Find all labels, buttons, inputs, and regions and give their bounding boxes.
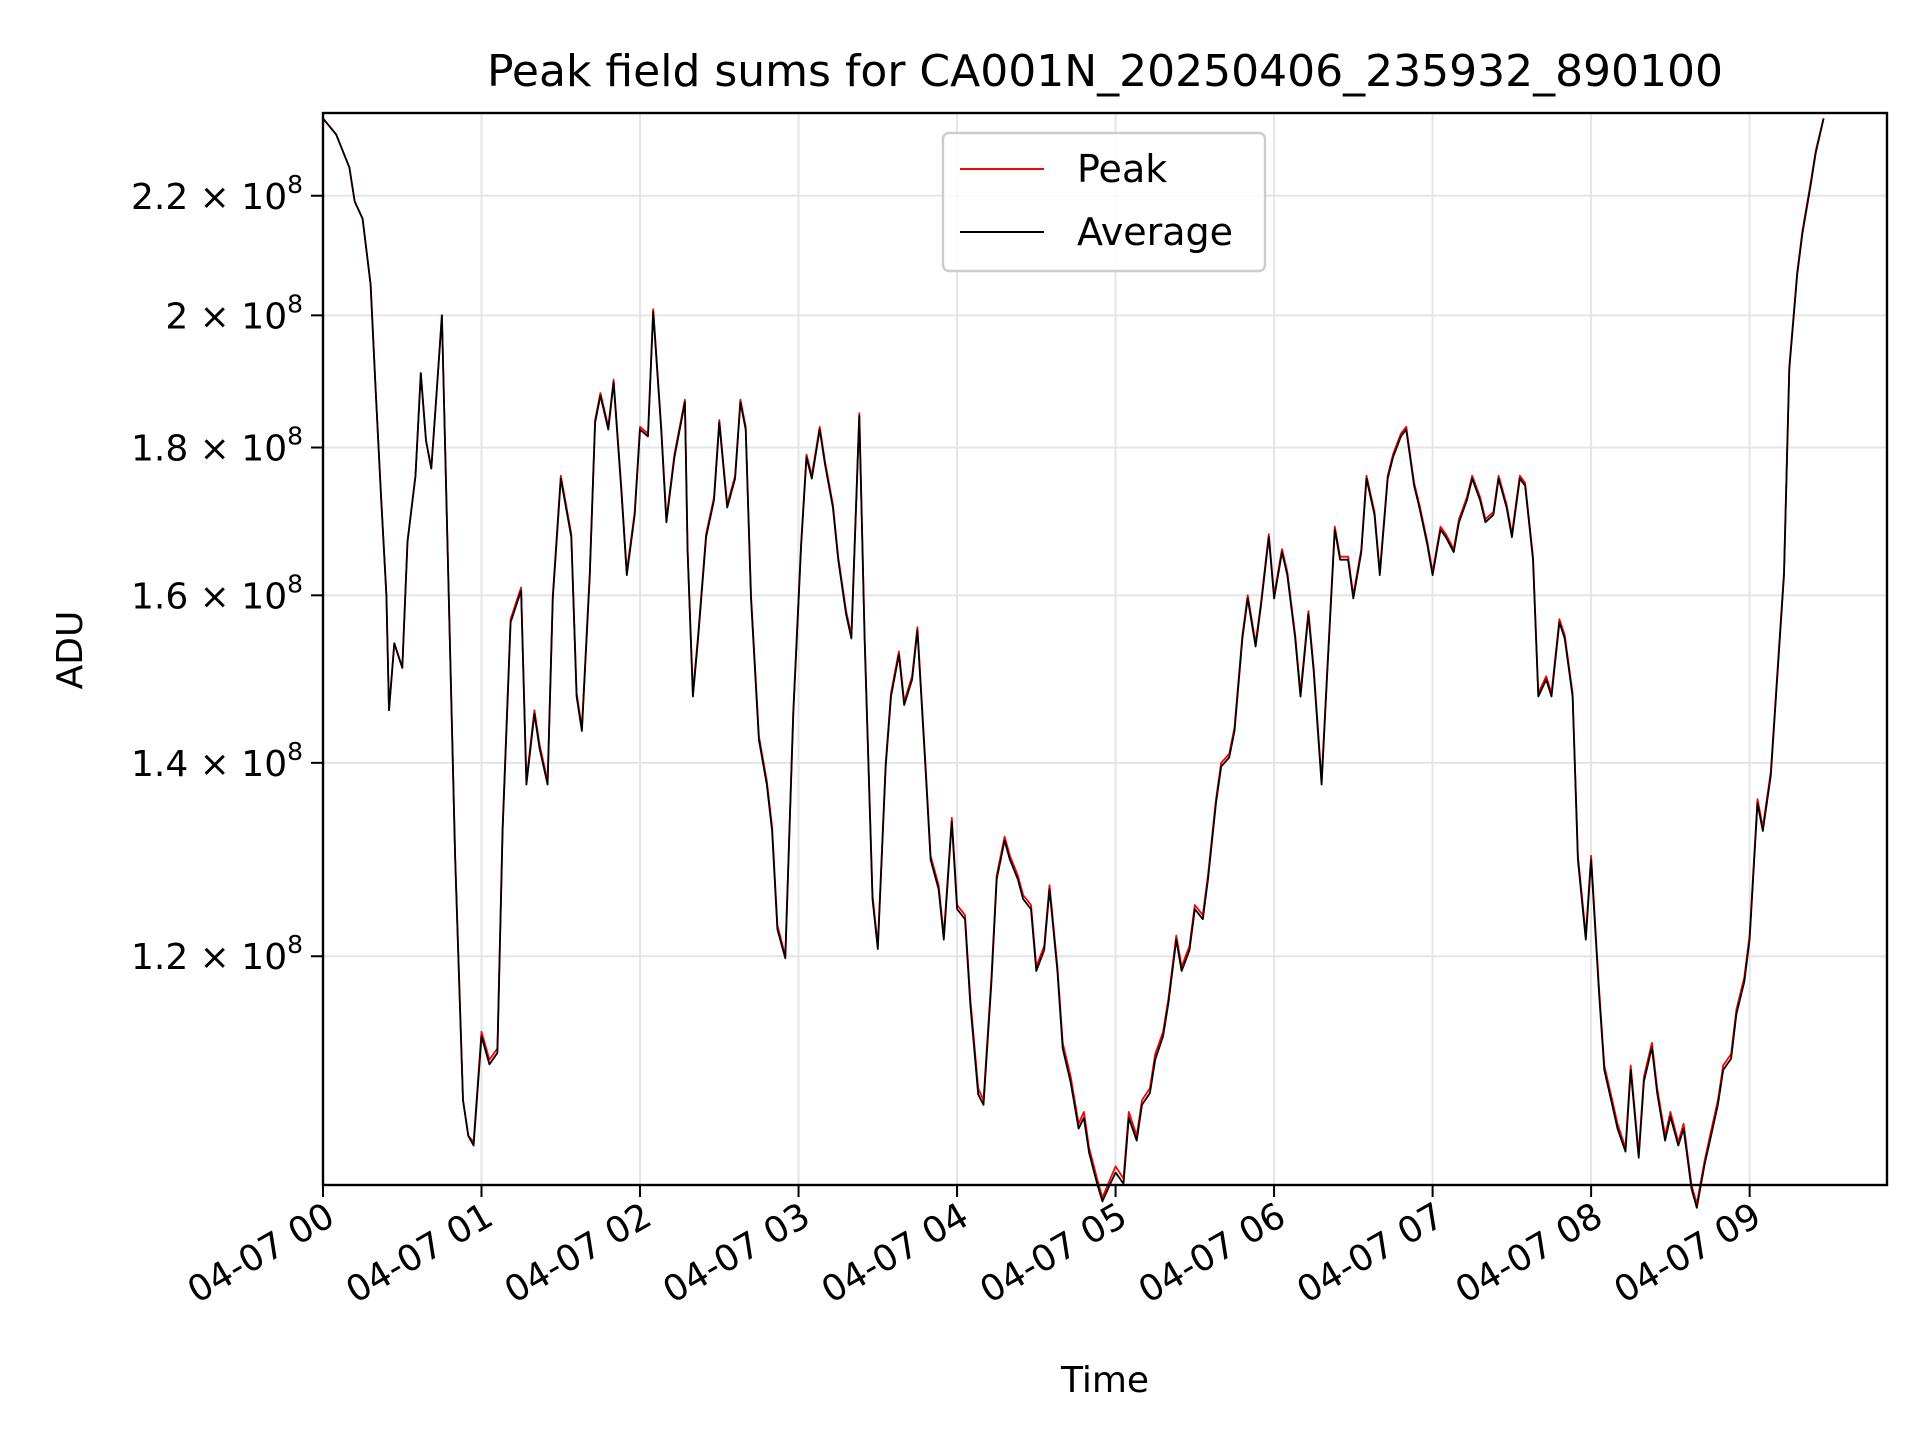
- y-tick-exponent: 8: [287, 170, 303, 199]
- y-tick-label: 1.2 × 108: [131, 930, 303, 978]
- y-tick-times-sign: × 10: [188, 429, 287, 470]
- y-tick-label: 1.8 × 108: [131, 422, 303, 470]
- plot-lines: [322, 117, 1825, 1209]
- y-tick-label: 2.2 × 108: [131, 170, 303, 218]
- y-tick-mantissa: 2.2: [131, 177, 188, 218]
- series-line-average: [322, 117, 1825, 1209]
- y-tick-mantissa: 1.4: [131, 744, 188, 785]
- y-tick-label: 1.4 × 108: [131, 737, 303, 785]
- y-tick-times-sign: × 10: [188, 744, 287, 785]
- y-tick-exponent: 8: [287, 930, 303, 959]
- y-tick-times-sign: × 10: [188, 296, 287, 337]
- legend: Peak Average: [941, 131, 1267, 273]
- chart-title: Peak field sums for CA001N_20250406_2359…: [487, 46, 1723, 97]
- x-axis-label: Time: [1060, 1360, 1149, 1401]
- y-tick-label: 1.6 × 108: [131, 569, 303, 617]
- y-tick-mantissa: 1.2: [131, 937, 188, 978]
- legend-peak-label: Peak: [1077, 147, 1167, 191]
- grid: [322, 113, 1887, 1185]
- y-tick-times-sign: × 10: [188, 177, 287, 218]
- y-tick-label: 2 × 108: [165, 289, 303, 337]
- legend-average-label: Average: [1077, 210, 1233, 254]
- y-tick-mantissa: 2: [165, 296, 188, 337]
- y-axis-label: ADU: [50, 611, 91, 690]
- y-tick-times-sign: × 10: [188, 937, 287, 978]
- plot-frame: [321, 111, 1889, 1187]
- y-tick-mantissa: 1.8: [131, 429, 188, 470]
- y-tick-exponent: 8: [287, 289, 303, 318]
- y-tick-exponent: 8: [287, 422, 303, 451]
- y-tick-exponent: 8: [287, 737, 303, 766]
- y-tick-mantissa: 1.6: [131, 576, 188, 617]
- y-tick-times-sign: × 10: [188, 576, 287, 617]
- y-tick-exponent: 8: [287, 569, 303, 598]
- legend-box: [941, 131, 1267, 273]
